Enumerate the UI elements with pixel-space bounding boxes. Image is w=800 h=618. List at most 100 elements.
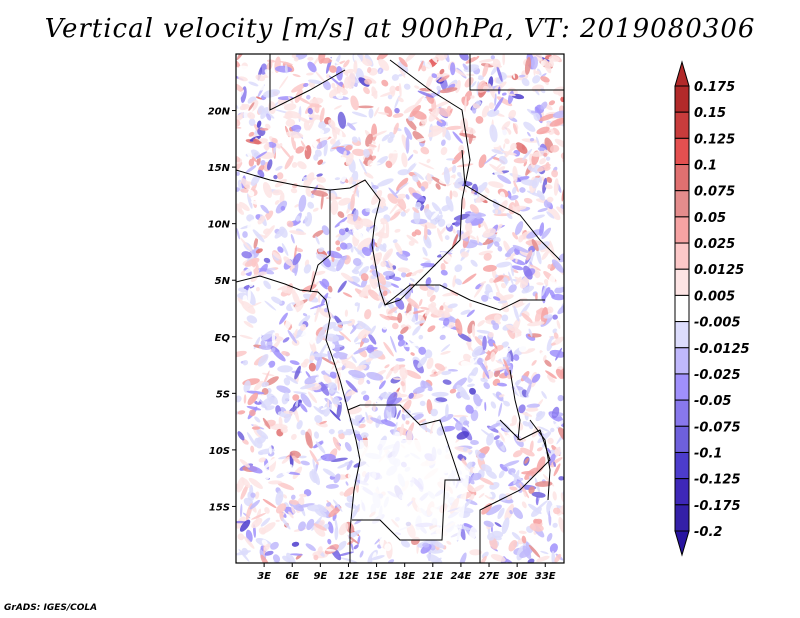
field-cell [513,180,519,193]
field-cell [260,340,266,349]
field-cell [291,506,295,515]
field-cell [390,90,396,97]
field-cell [503,358,511,376]
field-cell [383,341,394,357]
field-cell [512,507,524,519]
field-cell [399,423,404,437]
field-cell [424,387,429,392]
field-cell [508,93,516,97]
field-cell [508,271,514,286]
field-cell [334,552,340,559]
field-cell [314,306,320,323]
field-cell [449,190,453,200]
field-cell [327,538,332,545]
field-cell [266,159,273,171]
field-cell [384,430,392,438]
field-cell [429,54,438,63]
field-cell [511,472,523,482]
field-cell [449,62,456,76]
field-cell [390,335,397,353]
field-cell [426,172,432,185]
field-cell [325,74,331,79]
field-cell [298,194,307,212]
field-cell [553,232,557,243]
field-cell [380,218,388,225]
field-cell [381,134,390,142]
field-cell [413,171,425,180]
field-cell [524,56,532,75]
field-cell [237,431,245,441]
field-cell [382,248,393,262]
field-cell [470,81,477,88]
field-cell [247,193,253,209]
field-cell [476,235,480,244]
field-cell [270,541,279,550]
field-cell [548,55,560,62]
lon-tick-label: 21E [422,571,443,582]
colorbar-label: -0.05 [694,394,731,409]
field-cell [251,512,267,520]
field-cell [262,467,270,480]
field-cell [498,155,508,165]
field-cell [307,56,314,61]
field-cell [262,417,271,430]
colorbar-label: -0.005 [694,316,741,331]
field-cell [399,366,408,380]
colorbar-max-arrow [674,60,690,87]
field-cell [240,237,252,252]
field-cell [531,238,539,252]
field-cell [412,95,425,110]
field-cell [435,183,441,190]
field-cell [274,199,280,205]
field-cell [545,156,551,161]
field-cell [498,470,505,479]
field-cell [266,393,279,405]
field-cell [529,137,535,142]
field-cell [452,190,459,198]
field-cell [447,368,458,372]
field-cell [315,71,327,85]
field-cell [277,246,284,253]
field-cell [481,502,493,515]
lat-tick-label: 10S [209,446,230,457]
field-cell [400,326,409,334]
field-cell [490,553,506,562]
field-cell [518,530,527,534]
field-cell [474,336,484,346]
field-cell [294,204,299,208]
lat-tick-label: EQ [215,333,231,344]
field-cell [498,402,503,417]
field-cell [551,550,556,563]
field-cell [289,499,299,505]
field-cell [313,525,326,537]
field-cell [410,269,424,277]
field-cell [397,169,410,176]
field-cell [405,420,410,425]
field-cell [357,105,374,109]
lon-tick-label: 15E [366,571,387,582]
field-cell [502,54,506,66]
field-cell [297,96,311,105]
field-cell [256,392,262,403]
field-cell [291,541,300,547]
field-cell [347,471,357,480]
field-cell [549,289,556,298]
field-cell [416,179,422,189]
field-cell [364,399,372,408]
field-cell [345,152,354,166]
field-cell [459,229,473,240]
field-cell [350,193,355,211]
field-cell [513,305,520,322]
field-cell [281,392,290,405]
colorbar-min-arrow [674,530,690,557]
field-cell [304,375,319,385]
field-cell [291,83,307,93]
field-cell [294,300,304,313]
field-cell [282,555,292,563]
field-cell [317,504,328,512]
field-cell [412,192,426,202]
field-cell [246,432,257,447]
field-cell [370,555,385,561]
field-cell [454,177,465,189]
field-cell [321,225,330,236]
